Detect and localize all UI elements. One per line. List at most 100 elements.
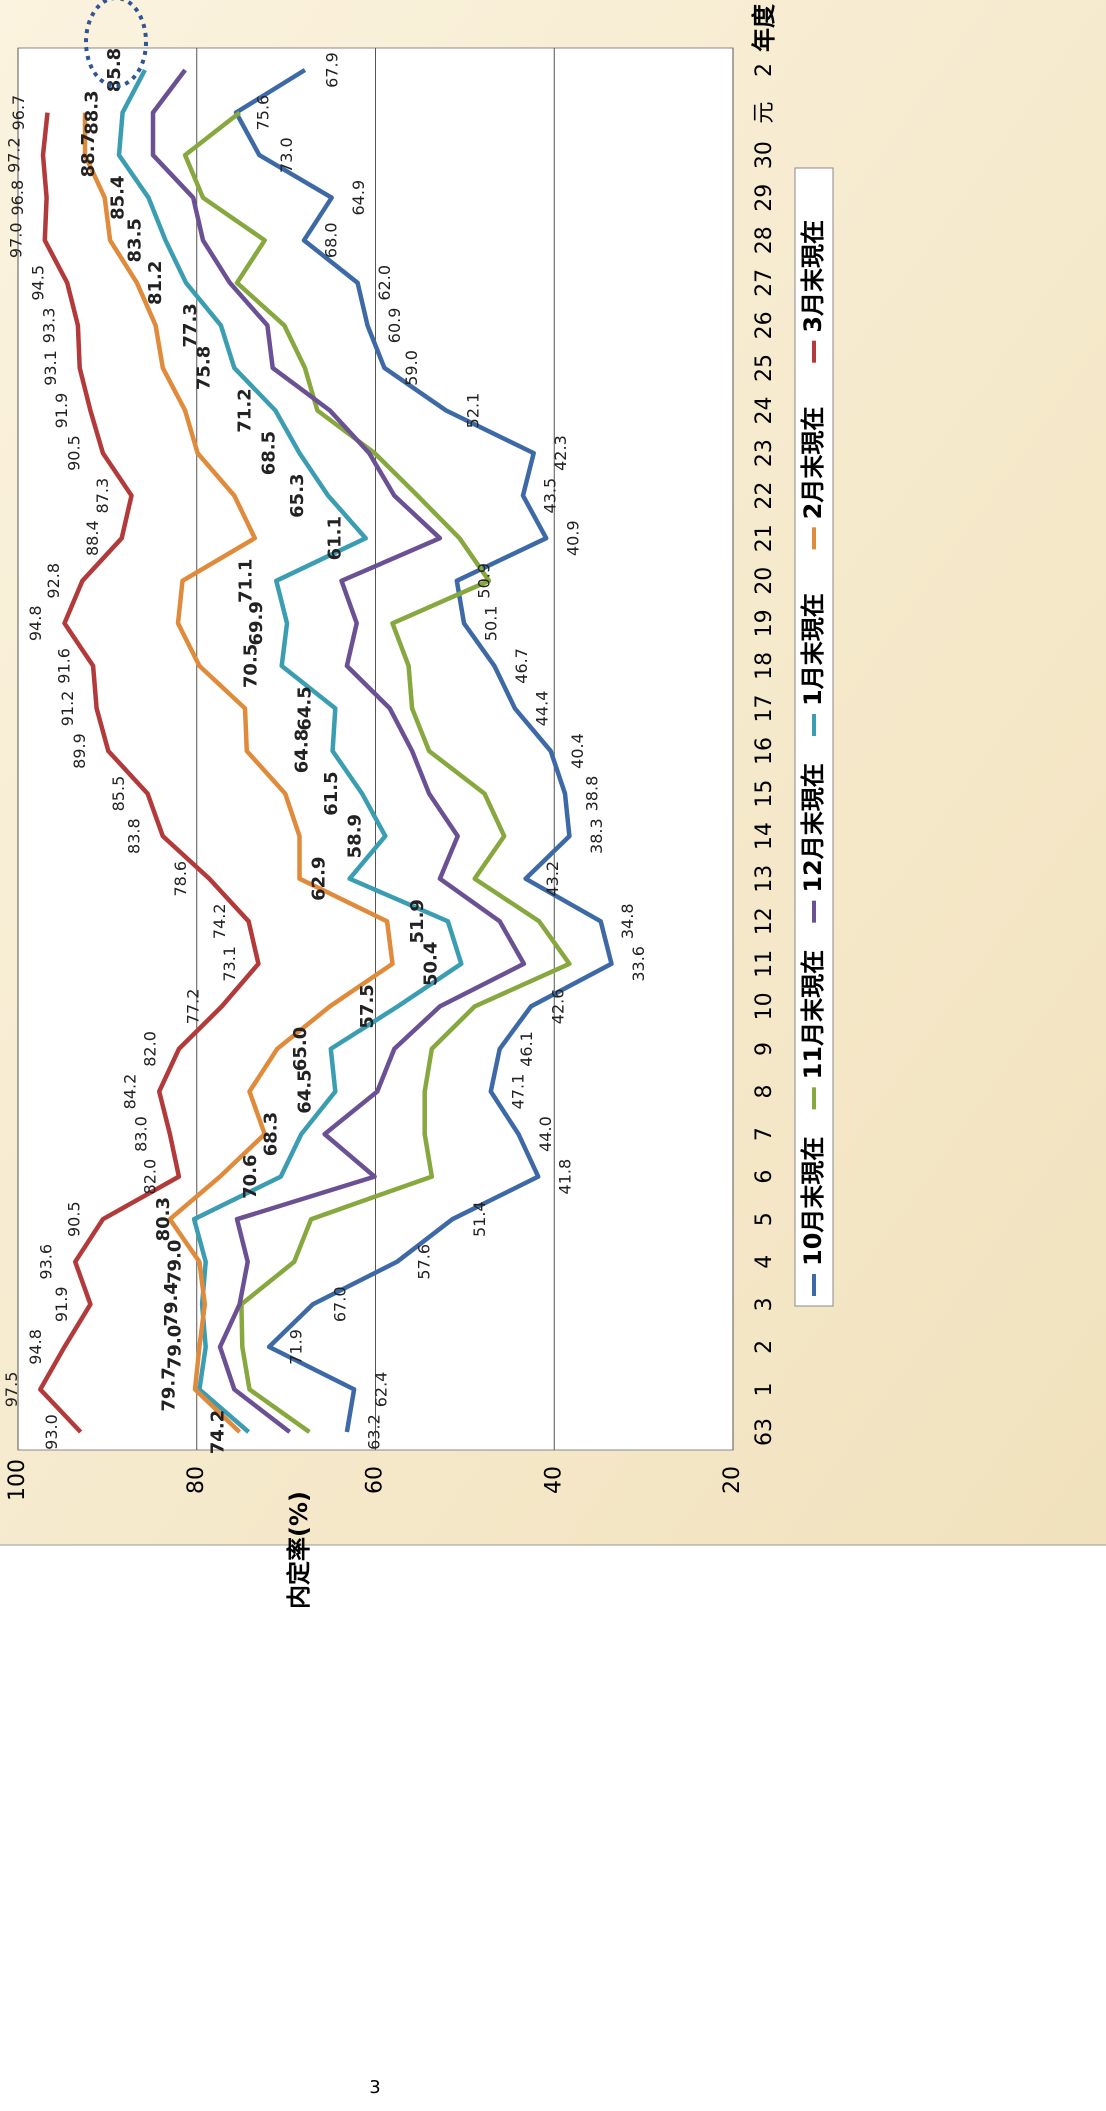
x-tick-label: 12: [752, 907, 777, 935]
data-label: 94.8: [26, 1329, 45, 1365]
data-label: 88.3: [82, 90, 103, 134]
lines: [38, 68, 614, 1434]
data-label: 90.5: [64, 1201, 83, 1237]
data-label: 85.5: [109, 776, 128, 812]
x-tick-label: 16: [752, 737, 777, 765]
data-label: 91.9: [52, 1287, 71, 1323]
data-label: 42.6: [549, 989, 568, 1025]
data-label: 89.9: [70, 733, 89, 769]
data-label: 87.3: [93, 478, 112, 514]
data-label: 71.9: [287, 1329, 306, 1365]
data-label: 96.7: [9, 95, 28, 131]
x-tick-label: 11: [752, 950, 777, 978]
x-tick-label: 元: [752, 102, 777, 124]
x-tick-label: 5: [752, 1212, 777, 1226]
data-label: 93.1: [41, 350, 60, 386]
data-label: 79.7: [158, 1367, 179, 1411]
data-label: 44.0: [536, 1116, 555, 1152]
data-label: 61.5: [321, 771, 342, 815]
data-label: 71.1: [235, 559, 256, 603]
data-label: 85.8: [104, 48, 125, 92]
data-label: 93.3: [39, 308, 58, 344]
legend: 10月末現在 11月末現在 12月末現在 1月末現在 2月末現在 3月末現在: [799, 220, 827, 1296]
series-line: [150, 68, 527, 1434]
data-label: 38.8: [582, 776, 601, 812]
data-label: 62.9: [309, 856, 330, 900]
x-tick-label: 19: [752, 609, 777, 637]
data-label: 81.2: [145, 261, 166, 305]
data-label: 84.2: [121, 1074, 140, 1110]
x-tick-label: 8: [752, 1085, 777, 1099]
grid: 2040608010063123456789101112131415161718…: [5, 48, 777, 1501]
y-tick-label: 40: [541, 1466, 566, 1494]
data-label: 90.5: [64, 435, 83, 471]
data-label: 77.2: [183, 989, 202, 1025]
data-label: 34.8: [618, 903, 637, 939]
y-tick-label: 60: [363, 1466, 388, 1494]
data-label: 77.3: [180, 303, 201, 347]
data-label: 64.8: [292, 729, 313, 773]
data-label: 33.6: [629, 946, 648, 982]
data-label: 57.6: [414, 1244, 433, 1280]
x-tick-label: 20: [752, 567, 777, 595]
x-tick-label: 2: [752, 63, 777, 77]
data-label: 43.5: [540, 478, 559, 514]
page-bottom: [0, 1545, 1106, 2107]
x-tick-label: 24: [752, 397, 777, 425]
data-label: 91.6: [55, 648, 74, 684]
data-label: 58.9: [344, 814, 365, 858]
x-tick-label: 2: [752, 1340, 777, 1354]
data-label: 82.0: [140, 1031, 159, 1067]
series-line: [182, 110, 572, 1434]
data-label: 40.4: [568, 733, 587, 769]
data-label: 70.6: [240, 1154, 261, 1198]
data-label: 78.6: [171, 861, 190, 897]
x-tick-label: 3: [752, 1297, 777, 1311]
data-label: 52.1: [464, 393, 483, 429]
data-label: 73.1: [220, 946, 239, 982]
series-line: [116, 68, 464, 1434]
data-label: 42.3: [551, 435, 570, 471]
data-label: 64.9: [349, 180, 368, 216]
x-tick-label: 10: [752, 992, 777, 1020]
data-label: 94.8: [26, 606, 45, 642]
legend-label: 2月末現在: [799, 407, 827, 520]
data-label: 51.4: [470, 1201, 489, 1237]
data-label: 68.0: [322, 222, 341, 258]
x-tick-label: 25: [752, 354, 777, 382]
data-label: 83.8: [124, 818, 143, 854]
labels: 63.2 62.4 71.9 67.0 57.6 51.4 41.844.0 47.1 46.1…: [2, 48, 648, 1454]
x-tick-label: 63: [752, 1418, 777, 1446]
x-tick-label: 15: [752, 780, 777, 808]
data-label: 64.5: [294, 686, 315, 730]
data-label: 46.7: [512, 648, 531, 684]
data-label: 60.9: [385, 308, 404, 344]
x-tick-label: 18: [752, 652, 777, 680]
data-label: 92.8: [44, 563, 63, 599]
data-label: 79.0: [165, 1240, 186, 1284]
x-tick-label: 29: [752, 184, 777, 212]
data-label: 85.4: [107, 175, 128, 219]
data-label: 91.2: [58, 691, 77, 727]
x-tick-label: 9: [752, 1042, 777, 1056]
series-line: [82, 112, 395, 1434]
x-tick-label: 17: [752, 694, 777, 722]
data-label: 44.4: [532, 691, 551, 727]
data-label: 80.3: [153, 1197, 174, 1241]
legend-box: [794, 167, 834, 1307]
data-label: 43.2: [543, 861, 562, 897]
x-tick-label: 22: [752, 482, 777, 510]
data-label: 93.6: [37, 1244, 56, 1280]
data-label: 91.9: [52, 393, 71, 429]
x-tick-label: 28: [752, 226, 777, 254]
data-label: 40.9: [564, 520, 583, 556]
data-label: 50.9: [474, 563, 493, 599]
x-tick-label: 23: [752, 439, 777, 467]
y-tick-label: 20: [720, 1466, 745, 1494]
series-line: [233, 68, 614, 1433]
data-label: 67.9: [322, 52, 341, 88]
data-label: 96.8: [8, 180, 27, 216]
x-axis-label: 年度: [750, 3, 778, 52]
